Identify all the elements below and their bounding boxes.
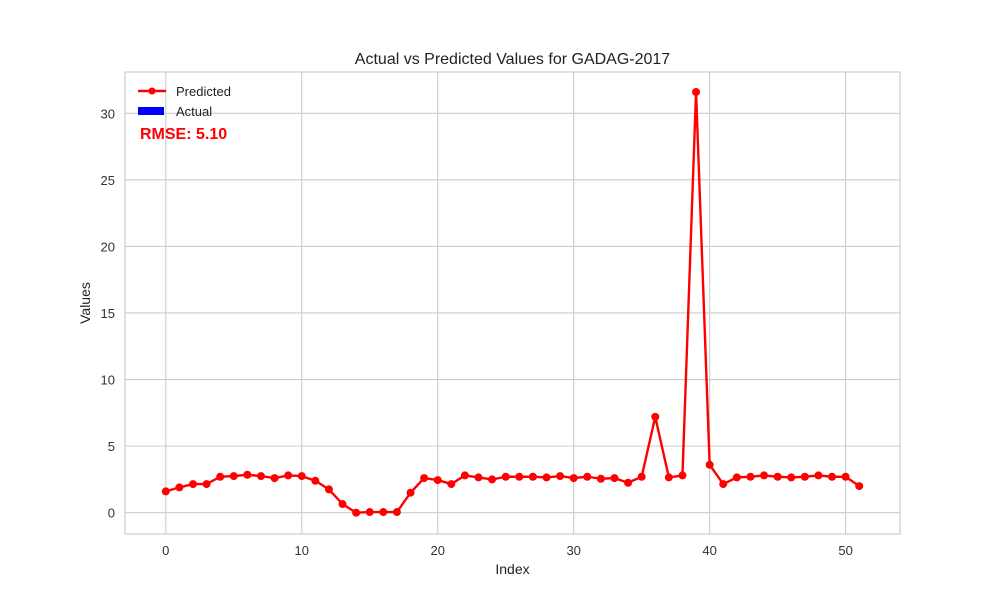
y-axis-label: Values (77, 282, 93, 324)
predicted-point (651, 412, 660, 421)
predicted-point (814, 471, 823, 480)
predicted-point (284, 471, 293, 480)
y-tick-label: 10 (101, 373, 115, 388)
predicted-point (392, 508, 401, 517)
predicted-point (692, 87, 701, 96)
predicted-point (569, 474, 578, 483)
x-tick-label: 0 (162, 543, 169, 558)
predicted-point (420, 474, 429, 483)
predicted-point (855, 482, 864, 491)
predicted-point (161, 487, 170, 496)
x-tick-label: 30 (566, 543, 580, 558)
predicted-point (746, 472, 755, 481)
legend-predicted-marker-swatch (148, 87, 156, 95)
predicted-point (488, 475, 497, 484)
predicted-point (188, 480, 197, 489)
plot-area (124, 71, 901, 535)
y-tick-label: 0 (108, 506, 115, 521)
predicted-point (678, 471, 687, 480)
x-axis-label: Index (495, 561, 529, 577)
predicted-point (610, 474, 619, 483)
y-tick-label: 25 (101, 173, 115, 188)
y-tick-label: 30 (101, 106, 115, 121)
predicted-point (828, 472, 837, 481)
predicted-point (243, 470, 252, 479)
x-tick-label: 50 (838, 543, 852, 558)
legend-label-actual: Actual (176, 104, 212, 119)
predicted-point (175, 483, 184, 492)
predicted-point (787, 473, 796, 482)
predicted-point (365, 508, 374, 517)
predicted-point (542, 473, 551, 482)
grid-layer (125, 72, 900, 534)
y-tick-label: 20 (101, 239, 115, 254)
predicted-point (460, 471, 469, 480)
predicted-point (216, 472, 225, 481)
predicted-point (270, 474, 279, 483)
predicted-point (800, 472, 809, 481)
y-tick-label: 15 (101, 306, 115, 321)
legend: Predicted Actual (138, 84, 231, 119)
predicted-point (501, 472, 510, 481)
y-tick-label: 5 (108, 439, 115, 454)
predicted-point (447, 480, 456, 489)
predicted-point (556, 472, 565, 481)
predicted-point (583, 472, 592, 481)
predicted-point (324, 485, 333, 494)
predicted-point (841, 472, 850, 481)
predicted-point (338, 500, 347, 509)
rmse-annotation: RMSE: 5.10 (140, 126, 227, 143)
x-tick-label: 10 (295, 543, 309, 558)
x-tick-label: 40 (702, 543, 716, 558)
predicted-point (664, 473, 673, 482)
series-layer (161, 87, 864, 517)
predicted-point (379, 508, 388, 517)
predicted-point (297, 472, 306, 481)
predicted-point (596, 474, 605, 483)
predicted-point (528, 472, 537, 481)
predicted-point (406, 488, 415, 497)
predicted-point (311, 476, 320, 485)
predicted-point (202, 480, 211, 489)
tick-layer: 0 10 20 30 40 50 0 5 10 15 20 25 30 (101, 106, 853, 558)
predicted-point (515, 472, 524, 481)
predicted-point (637, 472, 646, 481)
predicted-point (474, 473, 483, 482)
predicted-point (773, 472, 782, 481)
predicted-point (719, 480, 728, 489)
predicted-point (229, 472, 238, 481)
legend-label-predicted: Predicted (176, 84, 231, 99)
legend-actual-swatch (138, 107, 164, 115)
x-tick-label: 20 (430, 543, 444, 558)
predicted-point (433, 476, 442, 485)
predicted-point (352, 508, 361, 517)
predicted-point (624, 478, 633, 487)
predicted-point (705, 460, 714, 469)
chart-title: Actual vs Predicted Values for GADAG-201… (355, 51, 671, 68)
predicted-point (256, 472, 265, 481)
predicted-point (732, 473, 741, 482)
predicted-point (760, 471, 769, 480)
predicted-series-line (165, 90, 860, 514)
